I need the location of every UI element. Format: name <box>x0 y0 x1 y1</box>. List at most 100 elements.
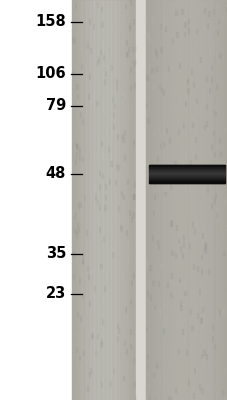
Bar <box>101 0 102 400</box>
Bar <box>82 157 83 162</box>
Bar <box>127 0 128 400</box>
Bar <box>222 0 223 400</box>
Bar <box>219 174 220 179</box>
Bar <box>206 0 207 400</box>
Bar <box>104 52 105 56</box>
Bar <box>131 105 132 110</box>
Bar <box>219 151 220 156</box>
Bar <box>226 0 227 400</box>
Bar <box>113 124 114 129</box>
Bar <box>185 153 186 158</box>
Bar <box>73 210 74 215</box>
Bar <box>184 290 185 295</box>
Bar <box>218 171 219 176</box>
Bar <box>225 225 226 230</box>
Bar <box>105 274 106 279</box>
Bar <box>221 390 222 395</box>
Bar <box>76 143 77 148</box>
Bar <box>109 381 111 386</box>
Bar <box>169 362 170 367</box>
Bar <box>116 261 117 266</box>
Bar <box>205 76 206 81</box>
Bar <box>116 0 117 400</box>
Bar <box>188 308 189 313</box>
Text: 106: 106 <box>35 66 66 82</box>
Bar <box>103 109 104 114</box>
Bar <box>200 254 201 259</box>
Bar <box>121 0 122 400</box>
Bar <box>109 373 110 378</box>
Bar <box>98 170 99 175</box>
Bar <box>74 127 75 132</box>
Bar <box>184 22 185 27</box>
Bar <box>222 308 223 312</box>
Bar <box>115 229 116 234</box>
Bar <box>90 270 91 274</box>
Bar <box>110 0 111 400</box>
Bar <box>222 14 223 19</box>
Bar <box>167 167 168 172</box>
Bar <box>147 34 148 39</box>
Bar <box>121 191 122 196</box>
Bar <box>222 310 223 315</box>
Bar <box>150 38 151 42</box>
Bar <box>124 95 125 100</box>
Bar <box>226 288 227 292</box>
Bar <box>200 0 201 400</box>
Bar <box>75 347 76 352</box>
Bar <box>198 63 200 68</box>
Bar <box>84 196 86 201</box>
Bar <box>121 226 122 231</box>
Bar <box>72 71 73 76</box>
Bar <box>201 388 202 393</box>
Bar <box>167 66 168 71</box>
Bar <box>83 0 84 400</box>
Bar <box>106 247 107 252</box>
Bar <box>201 231 202 236</box>
Bar <box>157 353 158 358</box>
Bar <box>74 0 75 400</box>
Bar <box>87 0 88 400</box>
Bar <box>197 110 199 115</box>
Bar <box>76 0 77 400</box>
Bar <box>207 36 208 40</box>
Bar <box>157 245 158 250</box>
Bar <box>123 162 124 166</box>
Bar <box>159 24 160 29</box>
Bar <box>180 305 181 310</box>
Bar <box>123 155 124 160</box>
Bar <box>97 334 98 338</box>
Bar <box>217 19 219 24</box>
Bar <box>135 0 145 400</box>
Bar <box>119 25 121 30</box>
Bar <box>134 328 136 332</box>
Bar <box>192 82 193 87</box>
Bar <box>198 0 199 400</box>
Bar <box>94 77 95 82</box>
Bar <box>173 0 174 400</box>
Bar <box>72 0 73 400</box>
Bar <box>177 349 178 354</box>
Bar <box>185 0 186 400</box>
Bar <box>105 184 106 189</box>
Bar <box>111 252 112 257</box>
Bar <box>98 6 99 11</box>
Bar <box>132 140 133 144</box>
Bar <box>146 260 147 265</box>
Bar <box>104 205 105 210</box>
Bar <box>123 189 124 194</box>
Bar <box>89 180 90 185</box>
Bar <box>220 0 221 400</box>
Bar <box>130 67 131 72</box>
Bar <box>114 0 115 400</box>
Bar <box>214 177 215 182</box>
Bar <box>171 357 172 362</box>
Bar <box>91 252 92 257</box>
Bar <box>187 174 188 179</box>
Bar <box>127 52 128 56</box>
Bar <box>88 94 89 99</box>
Bar <box>119 0 120 400</box>
Bar <box>201 233 202 238</box>
Bar <box>88 244 89 248</box>
Bar <box>168 138 170 143</box>
